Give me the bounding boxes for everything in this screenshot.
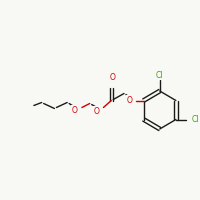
- Text: O: O: [109, 73, 115, 82]
- Text: O: O: [127, 96, 133, 105]
- Text: Cl: Cl: [156, 71, 164, 79]
- Text: O: O: [72, 106, 78, 115]
- Text: Cl: Cl: [192, 115, 199, 124]
- Text: O: O: [94, 107, 100, 116]
